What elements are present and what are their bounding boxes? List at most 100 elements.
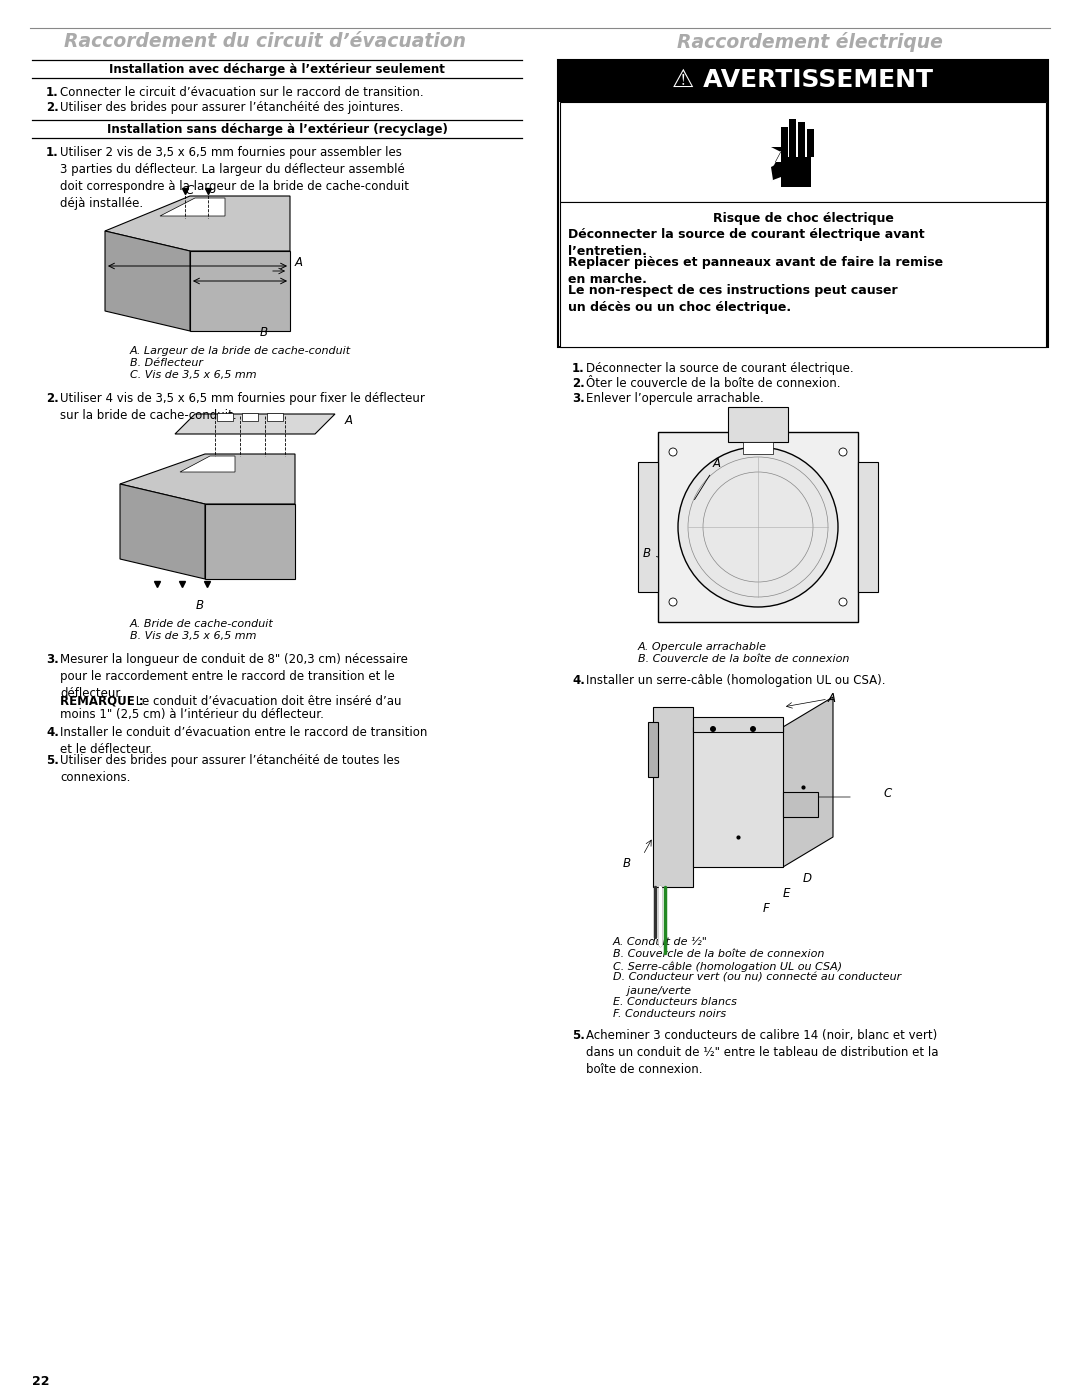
Text: F: F xyxy=(762,902,770,915)
Text: Le conduit d’évacuation doit être inséré d’au: Le conduit d’évacuation doit être inséré… xyxy=(132,694,402,708)
Text: 5.: 5. xyxy=(572,1030,585,1042)
Polygon shape xyxy=(120,454,295,504)
Text: Déconnecter la source de courant électrique avant
l’entretien.: Déconnecter la source de courant électri… xyxy=(568,228,924,258)
Text: C: C xyxy=(185,184,193,197)
Text: A. Bride de cache-conduit: A. Bride de cache-conduit xyxy=(130,619,273,629)
Text: Ôter le couvercle de la boîte de connexion.: Ôter le couvercle de la boîte de connexi… xyxy=(586,377,840,390)
Polygon shape xyxy=(783,697,833,868)
Text: B. Couvercle de la boîte de connexion: B. Couvercle de la boîte de connexion xyxy=(613,949,824,958)
Text: Raccordement électrique: Raccordement électrique xyxy=(677,32,943,52)
Polygon shape xyxy=(180,455,235,472)
Text: moins 1" (2,5 cm) à l’intérieur du déflecteur.: moins 1" (2,5 cm) à l’intérieur du défle… xyxy=(60,708,324,721)
Polygon shape xyxy=(160,198,225,217)
Bar xyxy=(789,119,796,156)
Text: A: A xyxy=(345,414,353,427)
Text: Utiliser des brides pour assurer l’étanchéité des jointures.: Utiliser des brides pour assurer l’étanc… xyxy=(60,101,404,115)
Bar xyxy=(693,726,783,868)
Bar xyxy=(267,414,283,420)
Circle shape xyxy=(669,448,677,455)
Text: B. Couvercle de la boîte de connexion: B. Couvercle de la boîte de connexion xyxy=(638,654,849,664)
Bar xyxy=(558,60,1048,346)
Text: A: A xyxy=(694,457,721,500)
Text: Replacer pièces et panneaux avant de faire la remise
en marche.: Replacer pièces et panneaux avant de fai… xyxy=(568,256,943,286)
Text: 1.: 1. xyxy=(46,87,58,99)
Bar xyxy=(798,122,805,156)
Polygon shape xyxy=(105,231,190,331)
Bar xyxy=(217,414,233,420)
Bar xyxy=(561,203,1047,346)
Bar xyxy=(648,722,658,777)
Circle shape xyxy=(678,447,838,608)
Text: 4.: 4. xyxy=(572,673,585,687)
Text: A. Opercule arrachable: A. Opercule arrachable xyxy=(638,643,767,652)
Text: 2.: 2. xyxy=(46,101,58,115)
Bar xyxy=(781,127,788,156)
Bar xyxy=(743,441,773,454)
Text: A. Conduit de ½": A. Conduit de ½" xyxy=(613,937,707,947)
Text: B: B xyxy=(195,599,204,612)
Text: 2.: 2. xyxy=(572,377,584,390)
Text: Connecter le circuit d’évacuation sur le raccord de transition.: Connecter le circuit d’évacuation sur le… xyxy=(60,87,423,99)
Text: B. Déflecteur: B. Déflecteur xyxy=(130,358,203,367)
Text: A: A xyxy=(295,256,303,270)
Bar xyxy=(693,717,783,732)
Text: REMARQUE :: REMARQUE : xyxy=(60,694,144,708)
Text: 4.: 4. xyxy=(46,726,59,739)
Text: Le non-respect de ces instructions peut causer
un décès ou un choc électrique.: Le non-respect de ces instructions peut … xyxy=(568,284,897,314)
Text: B: B xyxy=(260,326,268,339)
Text: 5.: 5. xyxy=(46,754,59,767)
Text: Utiliser 2 vis de 3,5 x 6,5 mm fournies pour assembler les
3 parties du déflecte: Utiliser 2 vis de 3,5 x 6,5 mm fournies … xyxy=(60,147,409,210)
Text: A: A xyxy=(828,692,836,705)
Circle shape xyxy=(839,598,847,606)
Polygon shape xyxy=(190,251,291,331)
Text: B: B xyxy=(623,856,631,870)
Text: 3.: 3. xyxy=(46,652,58,666)
Polygon shape xyxy=(781,156,811,187)
Text: C: C xyxy=(883,787,891,800)
Circle shape xyxy=(750,726,756,732)
Text: Installer un serre-câble (homologation UL ou CSA).: Installer un serre-câble (homologation U… xyxy=(586,673,886,687)
Text: A. Largeur de la bride de cache-conduit: A. Largeur de la bride de cache-conduit xyxy=(130,346,351,356)
Text: B: B xyxy=(643,548,658,560)
Bar xyxy=(242,414,258,420)
Text: Utiliser 4 vis de 3,5 x 6,5 mm fournies pour fixer le déflecteur
sur la bride de: Utiliser 4 vis de 3,5 x 6,5 mm fournies … xyxy=(60,393,424,422)
Polygon shape xyxy=(771,147,785,182)
Text: 22: 22 xyxy=(32,1375,50,1389)
Text: Installer le conduit d’évacuation entre le raccord de transition
et le déflecteu: Installer le conduit d’évacuation entre … xyxy=(60,726,428,756)
Text: B. Vis de 3,5 x 6,5 mm: B. Vis de 3,5 x 6,5 mm xyxy=(130,631,257,641)
Polygon shape xyxy=(105,196,291,251)
Bar xyxy=(638,462,658,592)
Polygon shape xyxy=(205,504,295,578)
Bar xyxy=(658,432,858,622)
Polygon shape xyxy=(771,162,781,180)
Polygon shape xyxy=(120,483,205,578)
Circle shape xyxy=(839,448,847,455)
Text: D. Conducteur vert (ou nu) connecté au conducteur
    jaune/verte: D. Conducteur vert (ou nu) connecté au c… xyxy=(613,972,901,996)
Text: Déconnecter la source de courant électrique.: Déconnecter la source de courant électri… xyxy=(586,362,853,374)
Polygon shape xyxy=(175,414,335,434)
Bar xyxy=(858,462,878,592)
Bar xyxy=(807,129,814,156)
Text: Enlever l’opercule arrachable.: Enlever l’opercule arrachable. xyxy=(586,393,764,405)
Text: Raccordement du circuit d’évacuation: Raccordement du circuit d’évacuation xyxy=(64,32,465,52)
Text: F. Conducteurs noirs: F. Conducteurs noirs xyxy=(613,1009,726,1018)
Bar xyxy=(561,102,1047,203)
Text: C. Serre-câble (homologation UL ou CSA): C. Serre-câble (homologation UL ou CSA) xyxy=(613,961,842,971)
Text: Acheminer 3 conducteurs de calibre 14 (noir, blanc et vert)
dans un conduit de ½: Acheminer 3 conducteurs de calibre 14 (n… xyxy=(586,1030,939,1076)
Text: 2.: 2. xyxy=(46,393,58,405)
Text: D: D xyxy=(804,872,812,886)
Text: Mesurer la longueur de conduit de 8" (20,3 cm) nécessaire
pour le raccordement e: Mesurer la longueur de conduit de 8" (20… xyxy=(60,652,408,700)
Text: Risque de choc électrique: Risque de choc électrique xyxy=(713,212,893,225)
Text: 3.: 3. xyxy=(572,393,584,405)
Text: 1.: 1. xyxy=(572,362,584,374)
Bar xyxy=(783,792,818,817)
Text: E: E xyxy=(783,887,791,900)
Circle shape xyxy=(710,726,716,732)
Polygon shape xyxy=(653,707,693,887)
Text: Utiliser des brides pour assurer l’étanchéité de toutes les
connexions.: Utiliser des brides pour assurer l’étanc… xyxy=(60,754,400,784)
Bar xyxy=(558,60,1048,102)
Circle shape xyxy=(669,598,677,606)
Text: ⚠ AVERTISSEMENT: ⚠ AVERTISSEMENT xyxy=(673,68,933,92)
Text: 1.: 1. xyxy=(46,147,58,159)
Bar xyxy=(728,407,788,441)
